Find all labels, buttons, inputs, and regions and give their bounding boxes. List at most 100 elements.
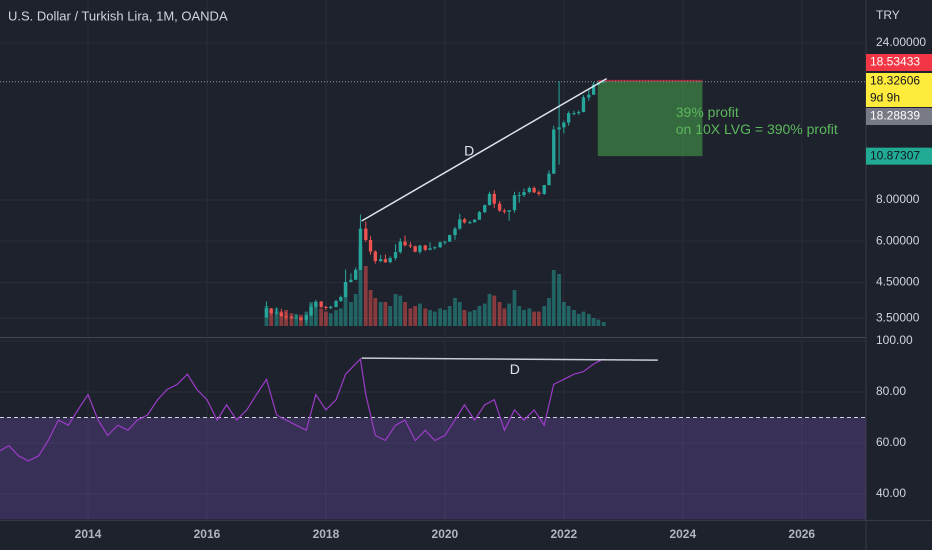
candle-body [512, 195, 517, 211]
y-tick-label: 100.00 [876, 333, 913, 347]
volume-bar [413, 306, 418, 326]
volume-bar [591, 318, 596, 326]
candle-body [577, 112, 581, 114]
volume-bar [438, 308, 443, 326]
volume-bar [343, 282, 348, 326]
volume-bar [363, 266, 368, 326]
candle-body [477, 212, 482, 220]
volume-bar [353, 294, 358, 326]
price-label-box [866, 107, 932, 125]
candle-body [472, 219, 477, 223]
volume-bar [393, 294, 398, 326]
volume-bar [572, 310, 576, 326]
trend-line [361, 77, 608, 222]
candle-body [443, 241, 447, 243]
candle-body [581, 97, 586, 113]
y-tick-label: 6.00000 [876, 233, 920, 247]
volume-bar [408, 308, 413, 326]
volume-bar [432, 311, 437, 326]
volume-bar [349, 302, 353, 326]
candle-body [438, 242, 442, 248]
candle-body [398, 241, 402, 253]
volume-bar [428, 310, 432, 326]
volume-bar [388, 306, 393, 326]
candle-body [408, 245, 413, 247]
volume-bar [313, 303, 318, 326]
volume-bar [383, 302, 388, 326]
candle-body [388, 258, 392, 263]
chart-title: U.S. Dollar / Turkish Lira, 1M, OANDA [8, 8, 228, 23]
rsi-pane: D [0, 357, 866, 520]
x-tick-label: 2018 [313, 527, 340, 541]
candle-body [364, 228, 368, 240]
volume-bar [581, 311, 586, 326]
candle-body [532, 188, 536, 193]
candle-body [324, 306, 328, 309]
candle-body [468, 222, 472, 224]
volume-bar [482, 303, 487, 326]
candle-body [284, 316, 288, 318]
candle-body [264, 308, 269, 318]
candle-body [403, 241, 407, 246]
y-tick-label: 80.00 [876, 384, 906, 398]
candle-body [334, 300, 338, 307]
candle-body [314, 301, 318, 307]
candle-body [433, 247, 437, 249]
candle-body [572, 113, 576, 115]
candle-body [552, 129, 556, 174]
x-tick-label: 2022 [551, 527, 578, 541]
volume-bar [447, 306, 452, 326]
candle-body [373, 251, 377, 262]
y-tick-label: 3.50000 [876, 310, 920, 324]
volume-bar [522, 310, 526, 326]
volume-bar [561, 302, 566, 326]
price-label: 18.53433 [870, 55, 920, 69]
volume-bar [566, 306, 571, 326]
volume-bar [542, 306, 547, 326]
candle-body [483, 205, 487, 213]
candle-body [349, 279, 353, 282]
volume-bar [492, 295, 497, 326]
candle-body [378, 259, 383, 262]
candle-body [393, 252, 398, 259]
candle-body [557, 127, 561, 130]
volume-bar [269, 310, 274, 326]
candle-body [304, 315, 308, 320]
candle-body [458, 219, 462, 229]
volume-bar [294, 314, 299, 326]
volume-bar [601, 322, 606, 326]
candle-body [566, 113, 571, 123]
candle-body [294, 317, 298, 319]
candle-body [269, 308, 273, 314]
volume-bar [551, 270, 556, 326]
x-tick-label: 2014 [75, 527, 102, 541]
candle-body [279, 312, 283, 317]
volume-bar [418, 303, 422, 326]
volume-bar [467, 311, 472, 326]
candle-body [418, 245, 422, 252]
volume-bar [512, 290, 517, 326]
candle-body [453, 228, 457, 236]
candle-body [542, 185, 546, 194]
price-label: 18.28839 [870, 109, 920, 123]
volume-bar [398, 295, 403, 326]
candle-body [428, 248, 432, 250]
candle-body [343, 281, 348, 298]
price-label-box [866, 53, 932, 71]
candle-body [517, 195, 521, 197]
candle-body [462, 219, 467, 223]
x-tick-label: 2024 [669, 527, 696, 541]
candle-body [383, 259, 388, 263]
volume-bar [547, 298, 551, 326]
candle-body [492, 193, 496, 204]
volume-bar [576, 314, 581, 326]
volume-bar [507, 303, 512, 326]
rsi-line [0, 357, 604, 462]
volume-bar [274, 308, 279, 326]
volume-bar [338, 308, 343, 326]
candle-body [339, 297, 343, 301]
price-label: 10.87307 [870, 148, 920, 162]
trend-label: D [464, 142, 474, 158]
y-tick-label: 8.00000 [876, 192, 920, 206]
